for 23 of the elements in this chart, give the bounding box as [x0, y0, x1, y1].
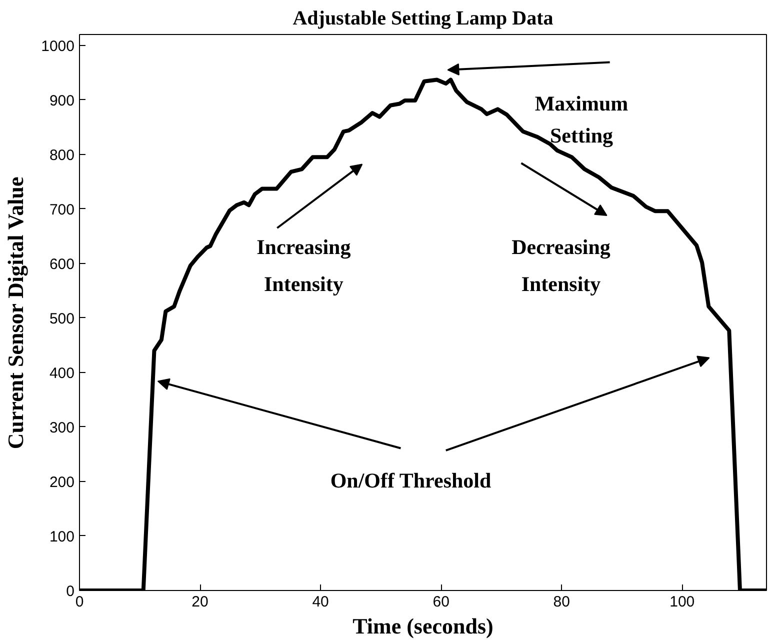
x-tick-label: 60: [432, 594, 450, 610]
annotation: Maximum Setting: [534, 92, 629, 148]
x-axis-title: Time (seconds): [352, 614, 494, 638]
x-tick-label: 100: [670, 594, 695, 610]
y-tick-label: 0: [66, 583, 74, 600]
y-tick-label: 1000: [41, 38, 75, 55]
y-tick-label: 700: [49, 201, 75, 218]
y-tick-label: 100: [49, 528, 75, 546]
annotation: Decreasing Intensity: [512, 235, 611, 296]
annotation: On/Off Threshold: [330, 468, 492, 492]
y-tick-label: 800: [49, 146, 75, 164]
x-tick-label: 20: [192, 594, 208, 610]
x-tick-label: 40: [312, 594, 329, 610]
annotation: Increasing Intensity: [256, 235, 352, 296]
y-tick-label: 300: [49, 419, 75, 436]
y-tick-label: 400: [49, 364, 75, 382]
y-tick-label: 500: [49, 310, 75, 328]
y-tick-label: 900: [49, 92, 75, 110]
y-axis-title: Current Sensor Digital Value: [3, 176, 28, 450]
y-tick-label: 200: [49, 474, 75, 491]
y-tick-label: 600: [49, 256, 75, 273]
chart-title: Adjustable Setting Lamp Data: [292, 8, 554, 30]
x-tick-label: 80: [553, 594, 570, 610]
